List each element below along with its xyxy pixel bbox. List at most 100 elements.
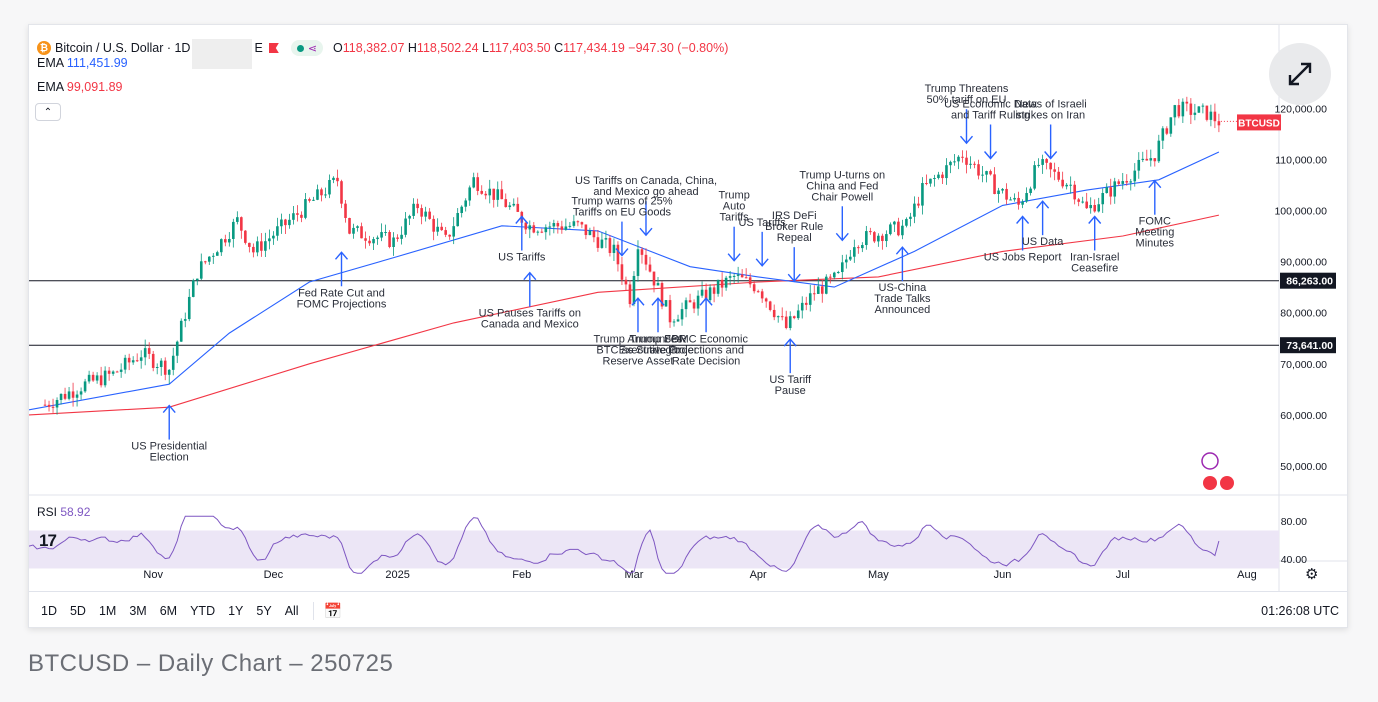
bottom-toolbar: 1D 5D 1M 3M 6M YTD 1Y 5Y All 📅 01:26:08 … [29, 591, 1347, 627]
candle-body [147, 348, 151, 354]
chart-canvas[interactable]: 50,000.00 60,000.00 70,000.00 80,000.00 90,0… [29, 25, 1348, 628]
candle-body [640, 249, 644, 255]
symbol-suffix: E [254, 41, 263, 55]
candle-body [87, 374, 91, 382]
candle-body [997, 190, 1000, 195]
y-tick-label: 50,000.00 [1280, 461, 1327, 473]
candle-body [240, 217, 243, 231]
annotation-arrowhead [334, 251, 349, 260]
candle-body [51, 406, 55, 408]
candle-body [360, 226, 363, 239]
candle-body [1009, 199, 1012, 201]
candle-body [380, 232, 383, 238]
ema-fast-label: EMA [37, 56, 64, 70]
candle-body [452, 226, 455, 237]
candle-body [312, 199, 315, 201]
candle-body [1189, 103, 1193, 115]
gear-icon[interactable]: ⚙ [1305, 566, 1319, 583]
candle-body [324, 194, 327, 196]
x-tick-label: May [868, 569, 889, 581]
candle-body [416, 203, 419, 209]
range-6m[interactable]: 6M [159, 603, 178, 618]
range-1d[interactable]: 1D [41, 603, 57, 618]
range-5y[interactable]: 5Y [256, 603, 272, 618]
candle-body [752, 284, 756, 292]
x-tick-label: Jun [994, 569, 1012, 581]
range-all[interactable]: All [284, 603, 299, 618]
flag-icon[interactable] [268, 43, 279, 53]
candle-body [1109, 187, 1113, 197]
annotation-label: US Jobs Report [984, 252, 1062, 264]
annotation-label: US Presidential Election [131, 441, 207, 464]
candle-body [776, 316, 780, 318]
candle-body [524, 222, 528, 230]
candle-body [1161, 128, 1165, 141]
candle-body [143, 348, 147, 358]
candle-body [969, 163, 972, 165]
candle-body [195, 278, 199, 281]
ema-fast-legend[interactable]: EMA 111,451.99 [37, 56, 128, 70]
chart-header: ₿ Bitcoin / U.S. Dollar · 1D E ⋖ O118,38… [37, 33, 728, 69]
candle-body [127, 357, 131, 363]
symbol-title[interactable]: Bitcoin / U.S. Dollar · 1D [55, 41, 191, 55]
range-5d[interactable]: 5D [69, 603, 86, 618]
annotation-arrowhead [1088, 215, 1102, 224]
candle-body [532, 225, 536, 233]
range-1m[interactable]: 1M [98, 603, 117, 618]
candle-body [408, 215, 411, 219]
annotation-arrowhead [755, 258, 769, 267]
candle-body [897, 221, 900, 236]
candle-body [853, 247, 856, 257]
annotation-arrowhead [727, 253, 741, 262]
ema-slow-legend[interactable]: EMA 99,091.89 [37, 80, 123, 94]
candle-body [628, 284, 632, 305]
market-status-pill[interactable]: ⋖ [290, 40, 324, 56]
candle-body [580, 222, 584, 225]
rsi-tick-label: 40.00 [1281, 554, 1307, 566]
candle-body [179, 320, 183, 342]
rsi-legend[interactable]: RSI 58.92 [37, 505, 90, 519]
candle-body [877, 235, 880, 242]
calendar-icon[interactable]: 📅 [323, 602, 343, 620]
candle-body [1005, 188, 1008, 200]
candle-body [220, 239, 223, 253]
candle-body [1073, 184, 1076, 200]
range-1y[interactable]: 1Y [228, 603, 244, 618]
share-icon: ⋖ [307, 42, 318, 55]
candle-body [929, 178, 932, 184]
candle-body [885, 234, 888, 242]
collapse-legend-button[interactable]: ⌃ [35, 103, 61, 121]
candle-body [432, 218, 435, 232]
candle-body [732, 275, 736, 277]
ohlc-values: O118,382.07 H118,502.24 L117,403.50 C117… [333, 41, 728, 55]
candle-body [660, 283, 664, 307]
candle-body [588, 230, 592, 236]
candle-body [484, 193, 488, 196]
annotation-label: Trump Auto Tariffs [718, 190, 749, 224]
candle-body [1057, 171, 1060, 180]
annotation-arrowhead [984, 151, 998, 160]
range-ytd[interactable]: YTD [190, 603, 216, 618]
candle-body [304, 199, 307, 218]
ohlc-close-key: C [554, 41, 564, 55]
clock-time[interactable]: 01:26:08 UTC [1261, 603, 1339, 618]
candle-body [808, 293, 812, 305]
candle-body [512, 203, 516, 206]
candle-body [456, 213, 459, 227]
candle-body [584, 224, 588, 236]
candle-body [865, 231, 868, 246]
candle-body [43, 404, 47, 406]
tv-logo-icon[interactable]: 17 [39, 531, 57, 550]
expand-button[interactable] [1269, 43, 1331, 105]
candle-body [760, 291, 764, 299]
annotation-label: Iran-Israel Ceasefire [1070, 252, 1120, 275]
candle-body [1153, 158, 1157, 162]
candle-body [348, 217, 351, 234]
candle-body [1165, 128, 1169, 134]
candle-body [845, 259, 848, 263]
range-3m[interactable]: 3M [129, 603, 147, 618]
annotation-arrowhead [783, 338, 797, 347]
candle-body [119, 369, 123, 372]
candle-body [873, 232, 876, 242]
candle-body [624, 279, 628, 285]
